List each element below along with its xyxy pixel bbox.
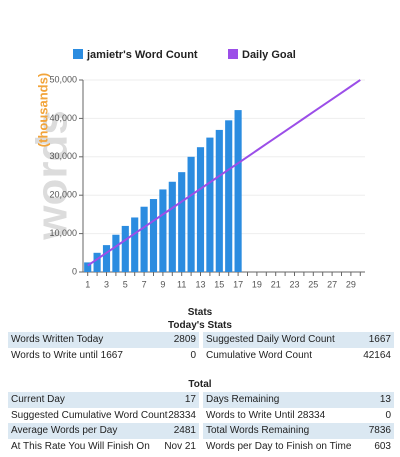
legend-swatch bbox=[228, 49, 238, 59]
stat-value: 42164 bbox=[363, 349, 391, 361]
bar bbox=[93, 252, 101, 272]
bar bbox=[168, 181, 176, 272]
x-tick-label: 27 bbox=[327, 279, 337, 289]
bar bbox=[196, 147, 205, 272]
x-tick-label: 3 bbox=[104, 279, 109, 289]
bar bbox=[84, 262, 92, 272]
stats-title: Stats bbox=[187, 307, 213, 318]
x-tick-label: 13 bbox=[195, 279, 205, 289]
x-tick-label: 23 bbox=[289, 279, 299, 289]
bar bbox=[159, 189, 167, 272]
stat-value: 17 bbox=[184, 394, 196, 405]
x-tick-label: 9 bbox=[160, 279, 165, 289]
bar bbox=[234, 110, 242, 272]
bar bbox=[225, 120, 233, 272]
stat-cell: At This Rate You Will Finish On Nov 21 bbox=[8, 439, 199, 455]
bar bbox=[149, 199, 158, 272]
bar bbox=[215, 129, 223, 272]
stat-cell: Words to Write until 1667 0 bbox=[8, 348, 199, 364]
total-table: Current Day 17 Days Remaining 13 Suggested C… bbox=[8, 392, 394, 454]
y-tick-label: 10,000 bbox=[49, 228, 77, 238]
stat-label: Words to Write until 1667 bbox=[11, 349, 123, 361]
total-title: Total bbox=[188, 379, 212, 390]
y-axis-label: words bbox=[28, 110, 77, 241]
x-tick-label: 11 bbox=[177, 279, 186, 289]
y-tick-label: 0 bbox=[72, 266, 77, 276]
x-tick-label: 15 bbox=[214, 279, 224, 289]
bar bbox=[121, 225, 129, 272]
stat-value: 2809 bbox=[173, 334, 196, 345]
stat-label: Words to Write Until 28334 bbox=[206, 409, 326, 421]
bar bbox=[102, 245, 111, 272]
bar bbox=[112, 234, 120, 272]
stat-cell: Total Words Remaining 7836 bbox=[203, 423, 394, 439]
bar bbox=[206, 137, 214, 272]
legend-label: Daily Goal bbox=[242, 49, 296, 61]
stat-label: Words Written Today bbox=[11, 334, 104, 345]
stat-label: Days Remaining bbox=[206, 394, 280, 405]
x-tick-label: 19 bbox=[252, 279, 262, 289]
bar bbox=[178, 172, 186, 272]
stat-row: Words Written Today 2809 Suggested Daily W… bbox=[8, 332, 394, 348]
stat-label: Average Words per Day bbox=[11, 425, 118, 436]
legend-label: jamietr's Word Count bbox=[86, 49, 198, 61]
stat-value: 0 bbox=[190, 349, 196, 361]
stat-value: 28334 bbox=[168, 409, 196, 421]
stat-cell: Words per Day to Finish on Time 603 bbox=[203, 439, 394, 455]
stat-value: 603 bbox=[374, 440, 391, 452]
stat-row: Current Day 17 Days Remaining 13 bbox=[8, 392, 394, 408]
y-axis-note: (thousands) bbox=[35, 73, 50, 147]
stat-label: At This Rate You Will Finish On bbox=[11, 440, 150, 452]
stat-cell: Current Day 17 bbox=[8, 392, 199, 408]
legend-swatch bbox=[73, 49, 83, 59]
stat-cell: Words Written Today 2809 bbox=[8, 332, 199, 348]
stat-label: Cumulative Word Count bbox=[206, 349, 312, 361]
stat-row: Average Words per Day 2481 Total Words Rem… bbox=[8, 423, 394, 439]
today-title: Today's Stats bbox=[168, 320, 232, 331]
stat-value: 13 bbox=[379, 394, 391, 405]
y-tick-label: 20,000 bbox=[49, 190, 77, 200]
stat-label: Total Words Remaining bbox=[206, 425, 310, 436]
stat-cell: Words to Write Until 28334 0 bbox=[203, 408, 394, 424]
goal-line bbox=[87, 79, 361, 267]
stat-value: Nov 21 bbox=[164, 440, 196, 452]
stat-label: Suggested Cumulative Word Count bbox=[11, 409, 168, 421]
stat-cell: Suggested Cumulative Word Count 28334 bbox=[8, 408, 199, 424]
bar bbox=[187, 156, 195, 272]
stat-cell: Average Words per Day 2481 bbox=[8, 423, 199, 439]
bar bbox=[140, 206, 148, 272]
stat-cell: Cumulative Word Count 42164 bbox=[203, 348, 394, 364]
stat-label: Current Day bbox=[11, 394, 65, 405]
stat-row: At This Rate You Will Finish On Nov 21 Wor… bbox=[8, 439, 394, 455]
x-tick-label: 5 bbox=[123, 279, 128, 289]
x-tick-label: 29 bbox=[346, 279, 356, 289]
stat-value: 0 bbox=[385, 409, 391, 421]
x-tick-label: 21 bbox=[271, 279, 281, 289]
stat-label: Suggested Daily Word Count bbox=[206, 334, 335, 345]
stat-value: 1667 bbox=[368, 334, 391, 345]
x-tick-label: 1 bbox=[85, 279, 90, 289]
stat-label: Words per Day to Finish on Time bbox=[206, 440, 352, 452]
today-table: Words Written Today 2809 Suggested Daily W… bbox=[8, 332, 394, 363]
y-tick-label: 50,000 bbox=[49, 74, 77, 84]
stat-row: Suggested Cumulative Word Count 28334 Word… bbox=[8, 408, 394, 424]
stat-value: 7836 bbox=[368, 425, 391, 436]
x-tick-label: 25 bbox=[308, 279, 318, 289]
y-tick-label: 40,000 bbox=[49, 113, 77, 123]
stat-cell: Days Remaining 13 bbox=[203, 392, 394, 408]
stat-cell: Suggested Daily Word Count 1667 bbox=[203, 332, 394, 348]
chart: words (thousands) 0 10,000 20,000 30,000 40,… bbox=[28, 49, 365, 289]
y-tick-label: 30,000 bbox=[49, 151, 77, 161]
stat-value: 2481 bbox=[173, 425, 196, 436]
stat-row: Words to Write until 1667 0 Cumulative Wor… bbox=[8, 348, 394, 364]
x-tick-label: 7 bbox=[142, 279, 147, 289]
x-tick-label: 17 bbox=[233, 279, 243, 289]
bar bbox=[131, 217, 139, 272]
